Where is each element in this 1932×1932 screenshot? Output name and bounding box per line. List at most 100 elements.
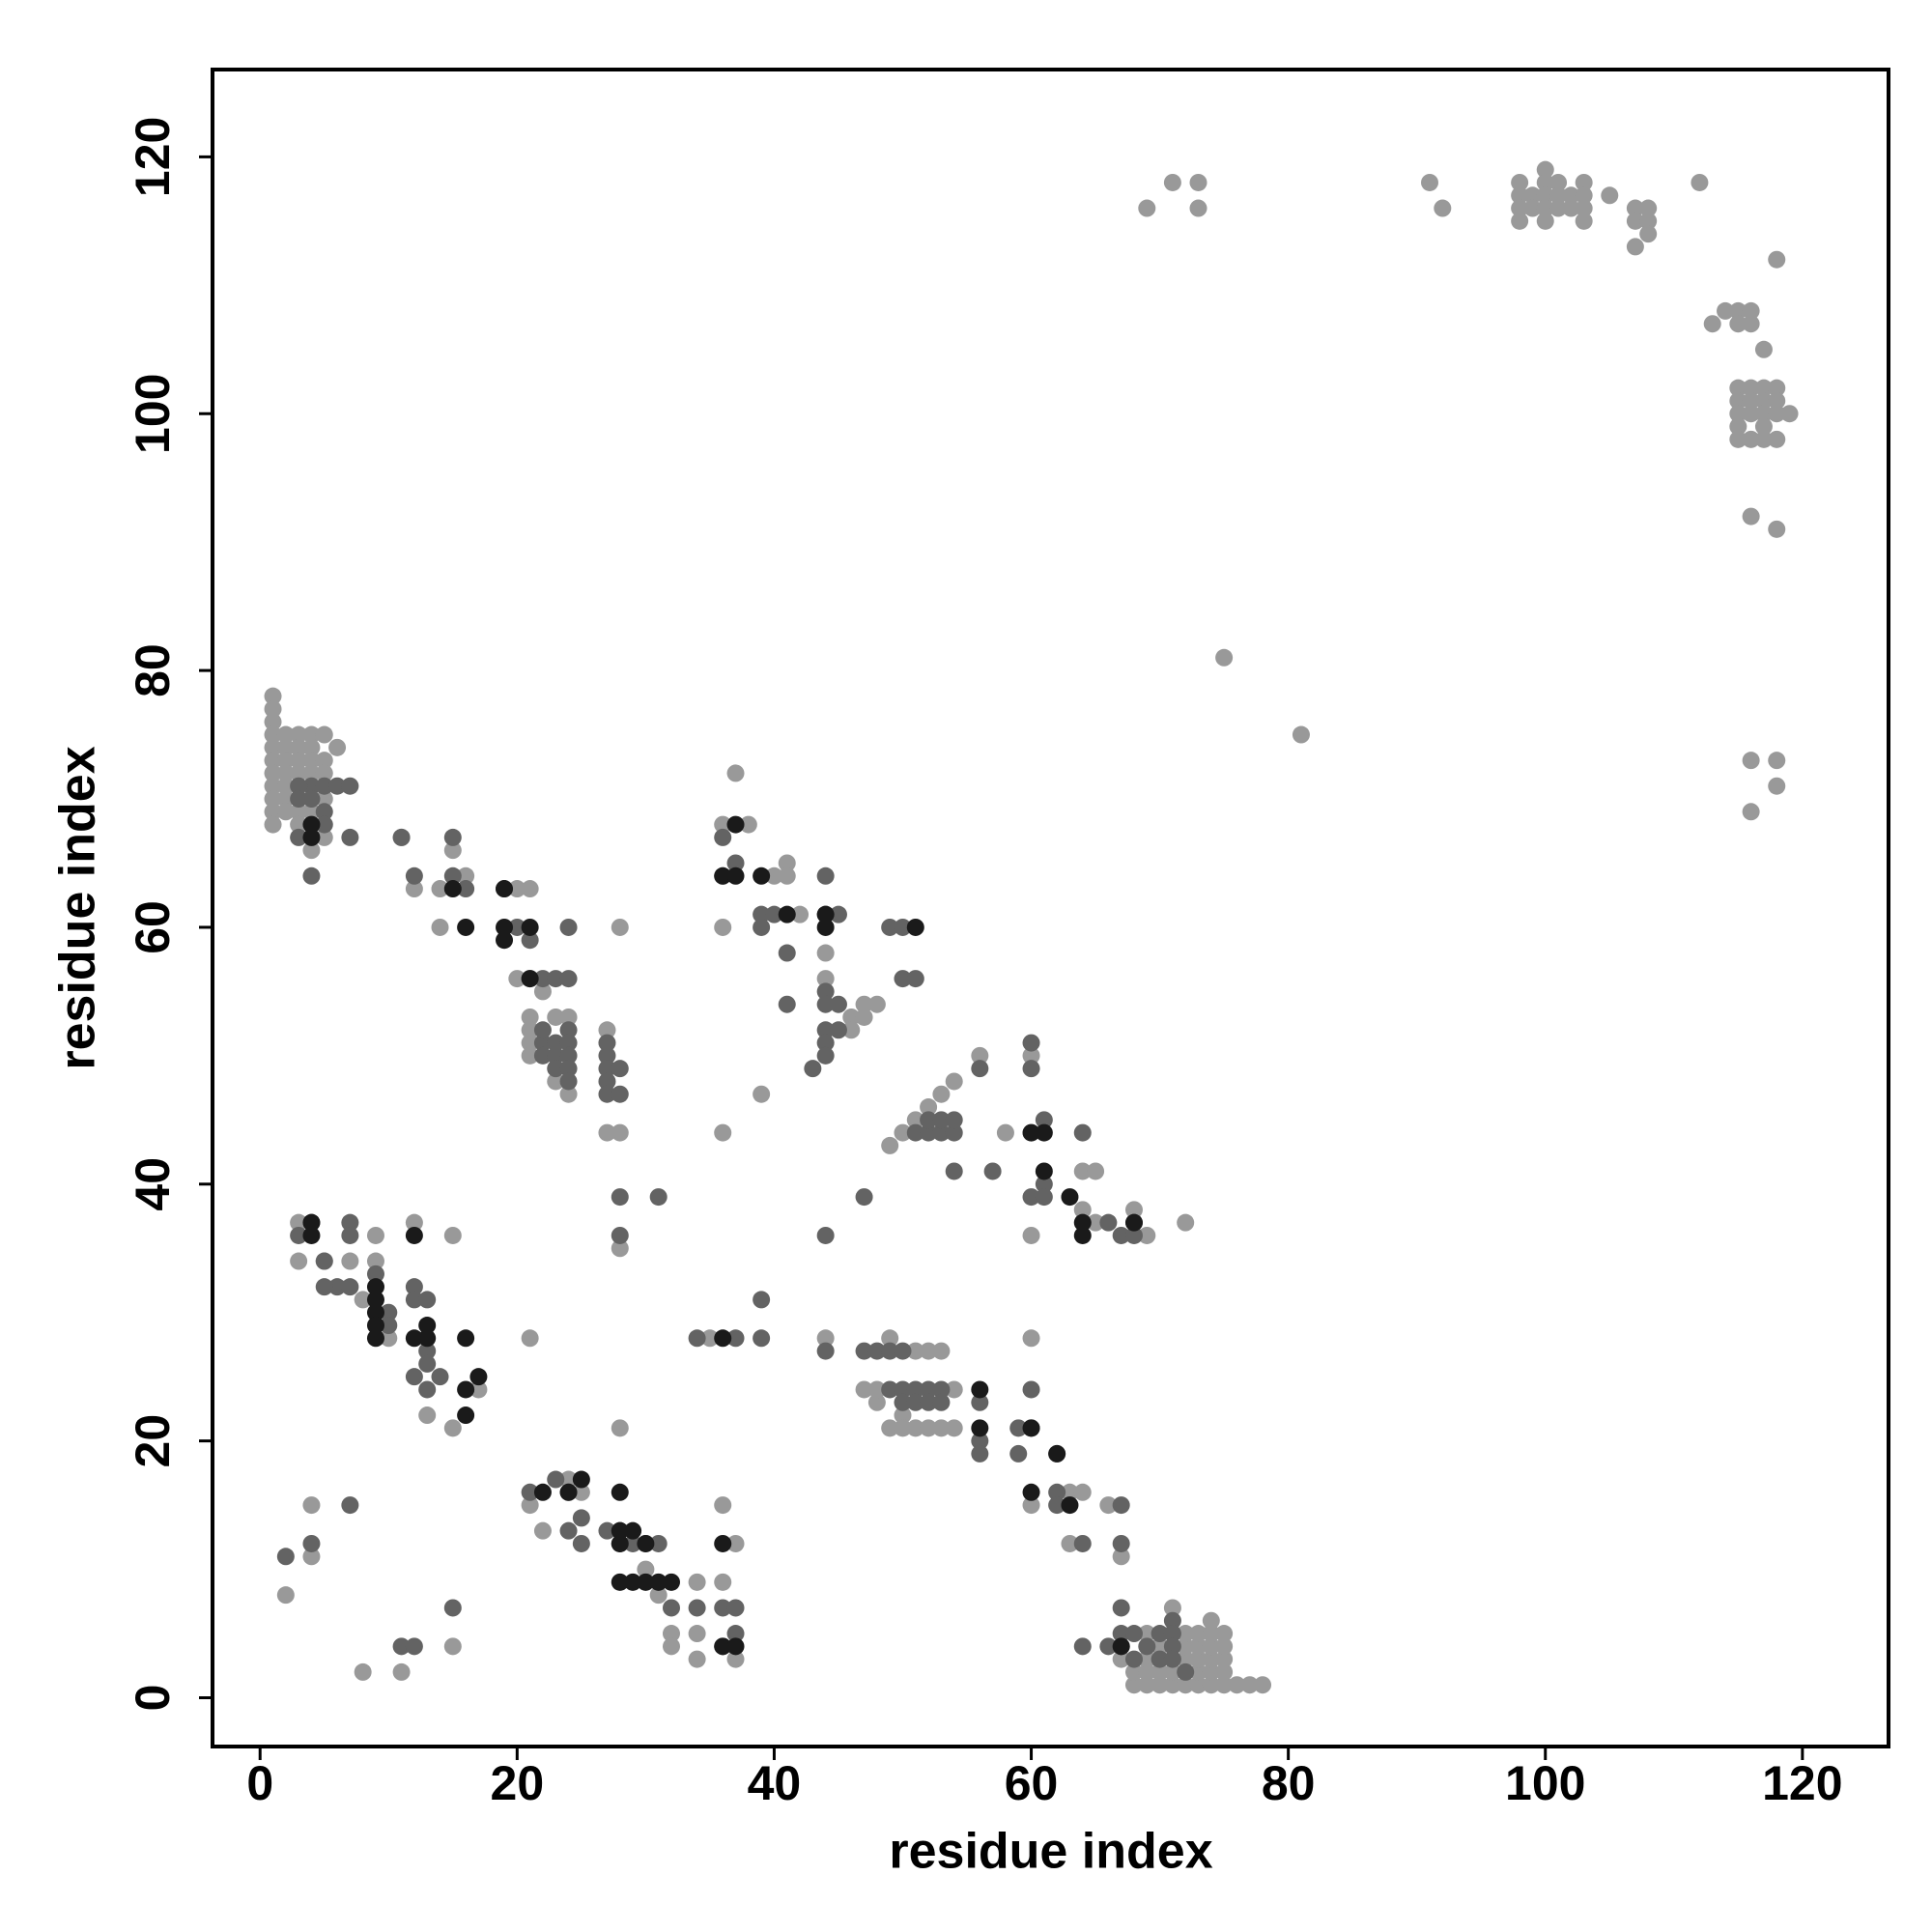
- point: [688, 1329, 706, 1348]
- point: [354, 1291, 372, 1309]
- point: [816, 1342, 835, 1360]
- y-tick-label: 60: [126, 900, 180, 954]
- point: [1163, 1662, 1181, 1681]
- point: [1742, 391, 1760, 410]
- point: [1087, 1213, 1105, 1232]
- point: [533, 1521, 552, 1540]
- point: [971, 1432, 989, 1450]
- point: [1523, 199, 1542, 217]
- point: [932, 1123, 951, 1142]
- y-tick-label: 120: [126, 117, 180, 197]
- point: [1703, 315, 1721, 333]
- point: [264, 738, 282, 756]
- point: [418, 1342, 437, 1360]
- point: [264, 687, 282, 705]
- point: [276, 764, 295, 782]
- point: [1754, 417, 1773, 436]
- point: [315, 803, 333, 821]
- point: [1048, 1444, 1066, 1463]
- point: [328, 738, 347, 756]
- point: [418, 1291, 437, 1309]
- point: [1202, 1662, 1220, 1681]
- point: [418, 1317, 437, 1335]
- point: [559, 1483, 578, 1501]
- point: [1202, 1625, 1220, 1643]
- point: [1035, 1188, 1053, 1207]
- point: [1754, 405, 1773, 423]
- point: [341, 1226, 359, 1244]
- point: [302, 803, 321, 821]
- point: [855, 1380, 873, 1399]
- point: [1562, 199, 1580, 217]
- point: [366, 1252, 384, 1270]
- point: [315, 828, 333, 846]
- point: [714, 1534, 732, 1552]
- point: [1215, 1650, 1234, 1668]
- point: [1536, 160, 1554, 179]
- point: [816, 905, 835, 923]
- point: [1421, 173, 1439, 191]
- point: [624, 1573, 642, 1591]
- point: [572, 1470, 590, 1489]
- point: [778, 905, 796, 923]
- point: [1073, 1213, 1092, 1232]
- point: [315, 1278, 333, 1296]
- point: [1112, 1534, 1130, 1552]
- point: [1626, 212, 1644, 230]
- point: [829, 995, 847, 1013]
- point: [920, 1393, 938, 1411]
- point: [328, 777, 347, 795]
- point: [264, 764, 282, 782]
- point: [1022, 1188, 1040, 1207]
- point: [547, 1046, 565, 1065]
- point: [1124, 1226, 1143, 1244]
- point: [932, 1085, 951, 1103]
- point: [920, 1419, 938, 1437]
- point: [1035, 1162, 1053, 1180]
- point: [1626, 199, 1644, 217]
- point: [1729, 391, 1747, 410]
- point: [302, 764, 321, 782]
- point: [855, 1342, 873, 1360]
- point: [778, 944, 796, 962]
- point: [1511, 173, 1529, 191]
- point: [867, 1380, 886, 1399]
- point: [521, 1046, 539, 1065]
- point: [1073, 1162, 1092, 1180]
- point: [1754, 430, 1773, 448]
- point: [1240, 1676, 1259, 1694]
- point: [714, 1637, 732, 1656]
- point: [302, 790, 321, 809]
- point: [611, 1573, 629, 1591]
- point: [932, 1342, 951, 1360]
- point: [726, 1534, 745, 1552]
- point: [290, 738, 308, 756]
- point: [443, 1419, 462, 1437]
- point: [290, 790, 308, 809]
- point: [1138, 1637, 1156, 1656]
- y-tick-label: 100: [126, 374, 180, 454]
- point: [290, 777, 308, 795]
- point: [1768, 520, 1786, 538]
- point: [778, 867, 796, 885]
- point: [521, 1483, 539, 1501]
- point: [855, 995, 873, 1013]
- point: [1742, 507, 1760, 526]
- point: [1729, 301, 1747, 320]
- point: [572, 1534, 590, 1552]
- point: [920, 1111, 938, 1129]
- point: [315, 815, 333, 834]
- point: [315, 1252, 333, 1270]
- point: [392, 828, 411, 846]
- point: [714, 1329, 732, 1348]
- point: [1729, 417, 1747, 436]
- point: [1189, 1650, 1208, 1668]
- point: [649, 1586, 668, 1605]
- point: [521, 970, 539, 988]
- point: [508, 918, 526, 936]
- point: [1189, 199, 1208, 217]
- point: [816, 970, 835, 988]
- point: [1009, 1444, 1028, 1463]
- point: [1768, 777, 1786, 795]
- point: [1768, 391, 1786, 410]
